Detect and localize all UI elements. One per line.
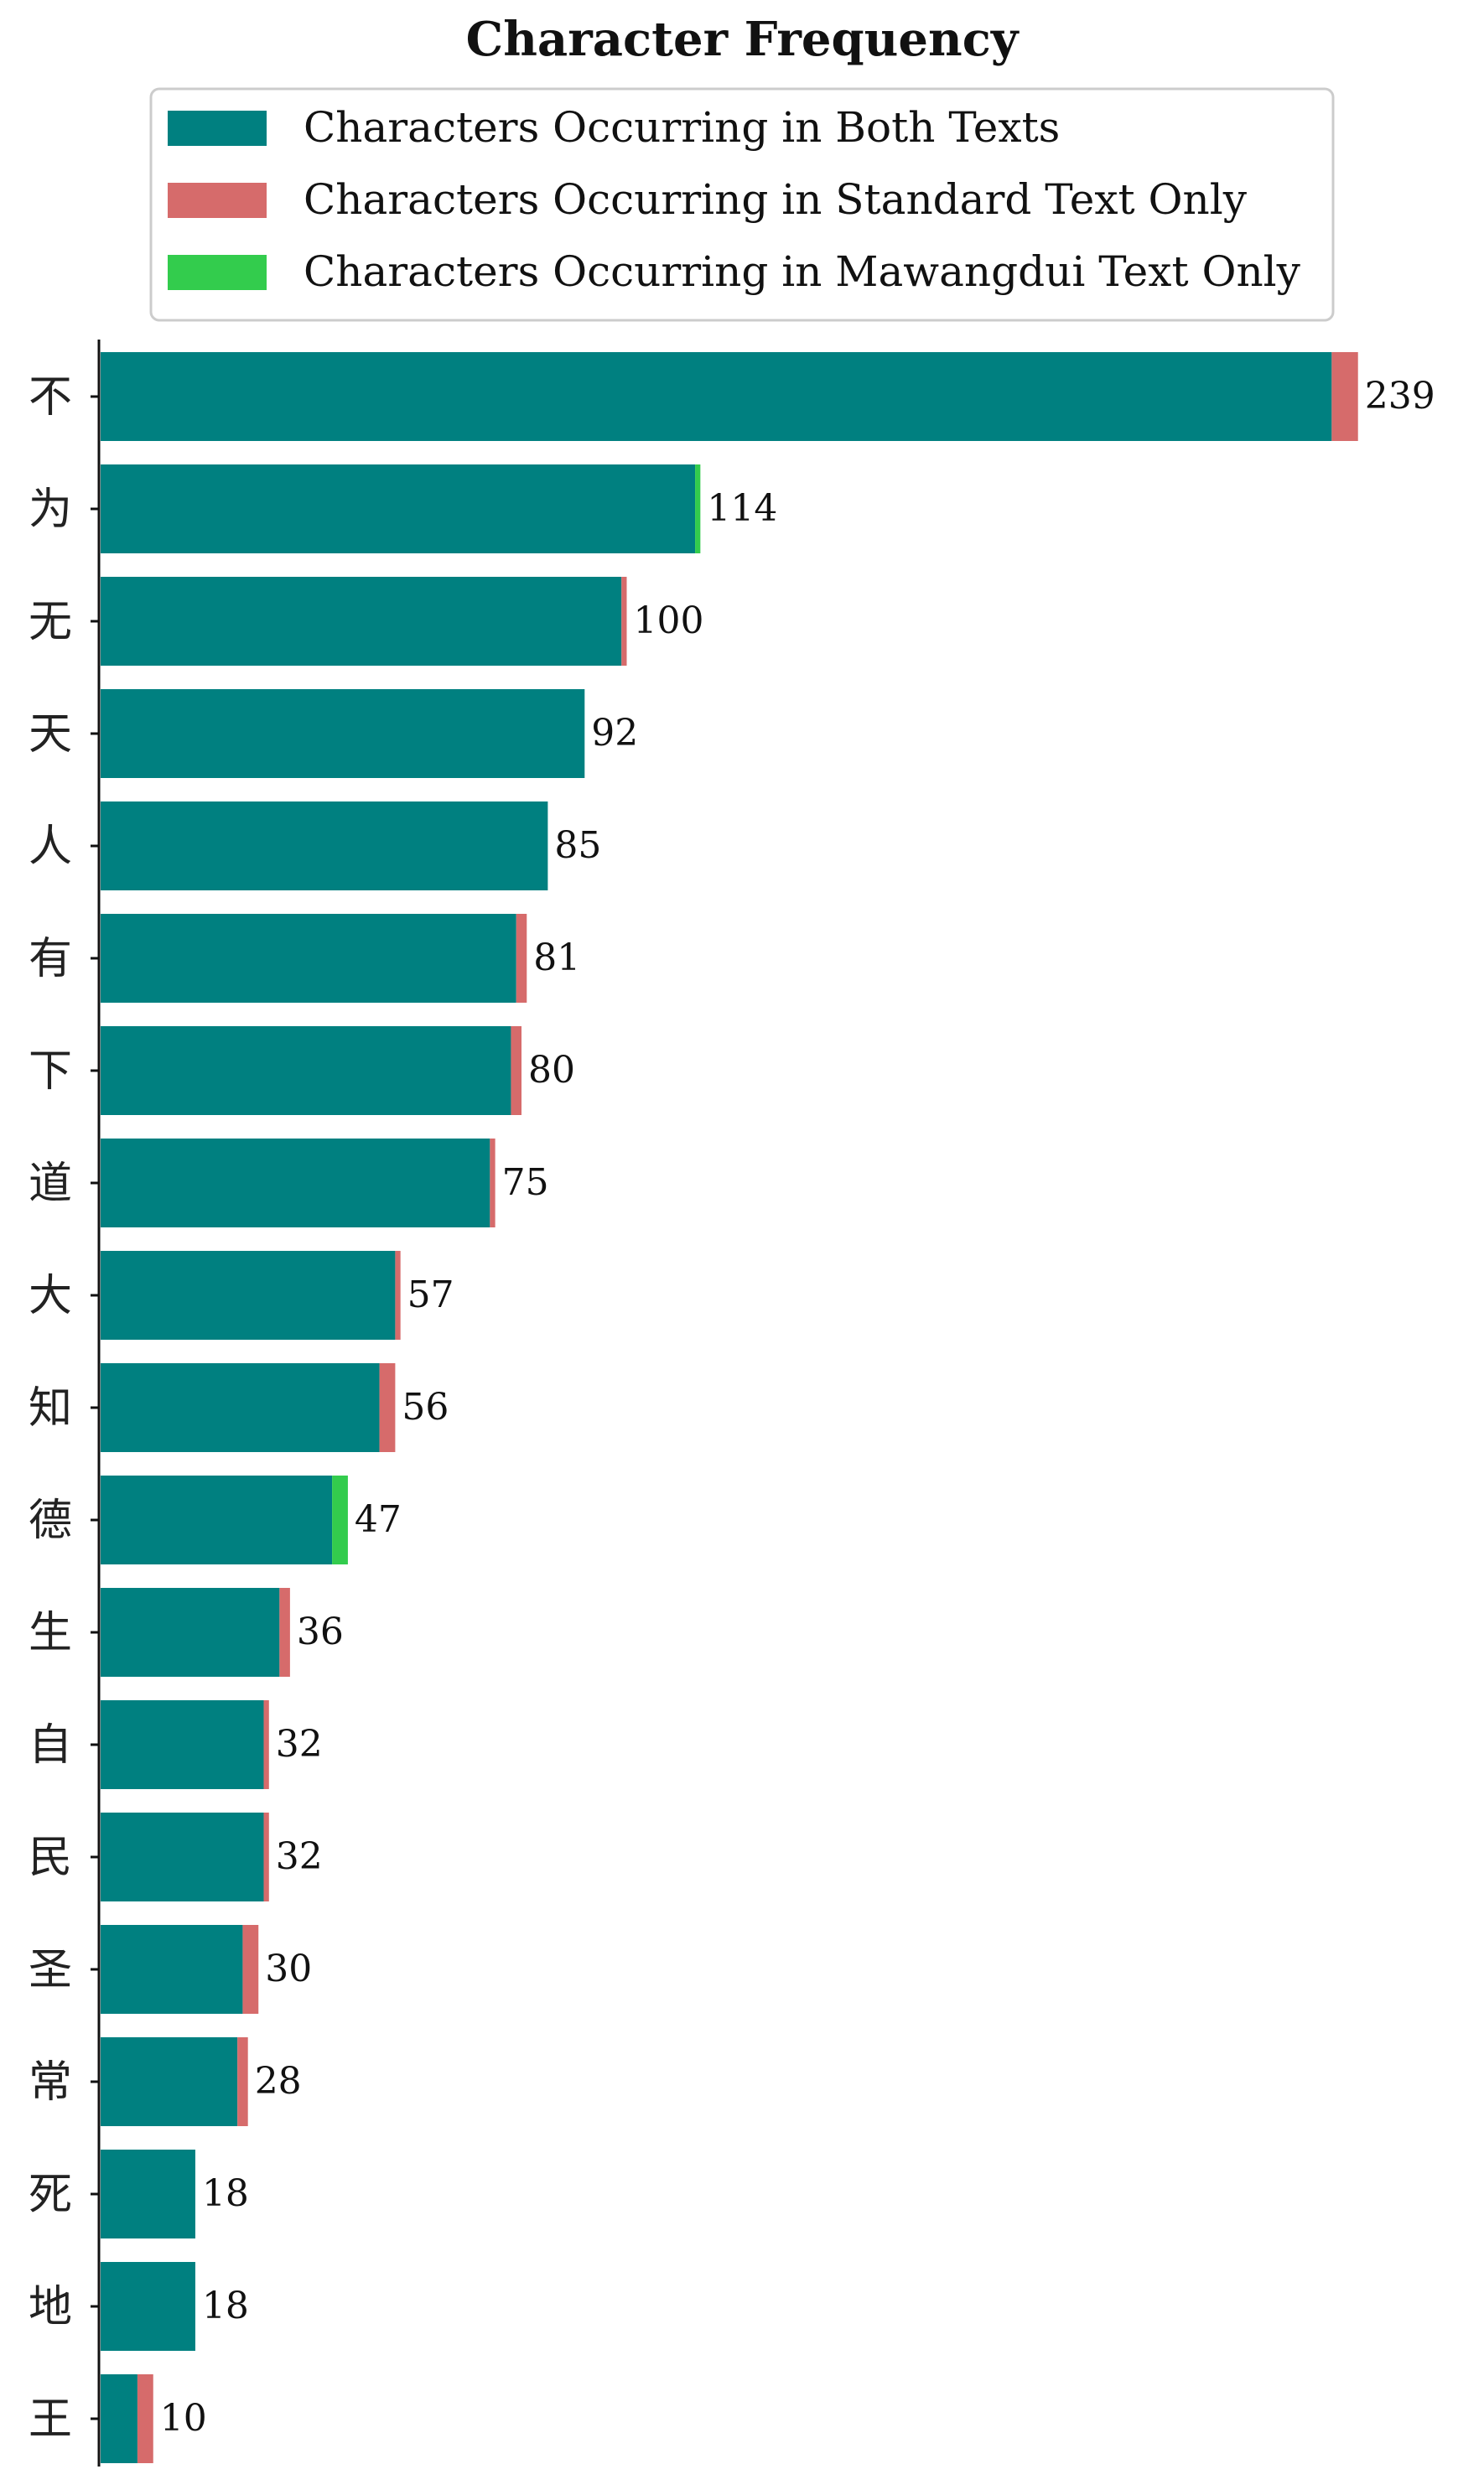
bar-segment-standard (490, 1139, 496, 1227)
category-label: 民 (29, 1833, 72, 1883)
bar-segment-standard (263, 1700, 269, 1789)
bar-segment-both (101, 1813, 264, 1901)
bar-segment-standard (516, 914, 527, 1003)
legend-label-mawangdui: Characters Occurring in Mawangdui Text O… (304, 247, 1301, 296)
category-label: 王 (29, 2394, 72, 2445)
bar-segment-both (101, 1026, 511, 1115)
category-label: 无 (29, 597, 72, 647)
value-label: 239 (1365, 375, 1435, 418)
bar-segment-both (101, 1139, 490, 1227)
category-label: 常 (29, 2057, 72, 2108)
chart-title: Character Frequency (466, 12, 1020, 67)
value-label: 18 (202, 2172, 249, 2215)
value-label: 56 (402, 1386, 449, 1429)
value-label: 32 (276, 1835, 323, 1878)
value-label: 85 (554, 824, 601, 867)
bar-segment-both (101, 352, 1332, 441)
category-label: 下 (29, 1046, 72, 1097)
legend-swatch-mawangdui (168, 255, 267, 290)
bar-segment-standard (137, 2374, 153, 2463)
value-label: 57 (407, 1274, 454, 1316)
category-label: 德 (29, 1496, 72, 1546)
bar-segment-standard (395, 1251, 401, 1340)
legend-label-standard: Characters Occurring in Standard Text On… (304, 175, 1248, 224)
category-label: 知 (29, 1383, 72, 1434)
bar-segment-both (101, 1588, 280, 1677)
bar-segment-both (101, 1925, 243, 2014)
category-label: 道 (29, 1159, 72, 1209)
bar-segment-standard (242, 1925, 259, 2014)
bar-segment-both (101, 2262, 195, 2351)
category-label: 有 (29, 934, 72, 984)
category-label: 为 (29, 485, 72, 535)
bar-segment-both (101, 914, 516, 1003)
bar-segment-both (101, 577, 622, 666)
category-label: 圣 (29, 1945, 72, 1995)
legend-label-both: Characters Occurring in Both Texts (304, 103, 1060, 152)
value-label: 92 (591, 712, 638, 755)
value-label: 32 (276, 1723, 323, 1766)
bar-segment-both (101, 2037, 238, 2126)
bar-segment-mawangdui (332, 1476, 348, 1564)
bar-segment-standard (379, 1363, 396, 1452)
legend: Characters Occurring in Both Texts Chara… (149, 87, 1335, 322)
value-label: 75 (502, 1161, 549, 1204)
value-label: 36 (297, 1611, 344, 1653)
bar-segment-both (101, 2150, 195, 2238)
bar-segment-both (101, 1700, 264, 1789)
value-label: 81 (533, 936, 580, 979)
value-label: 10 (160, 2397, 207, 2440)
category-label: 地 (29, 2282, 72, 2332)
bar-segment-both (101, 1251, 396, 1340)
category-label: 人 (29, 822, 72, 872)
value-label: 28 (255, 2060, 302, 2103)
category-label: 生 (29, 1608, 72, 1658)
bar-segment-standard (1331, 352, 1358, 441)
bar-segment-both (101, 801, 548, 890)
bar-segment-both (101, 2374, 138, 2463)
value-label: 30 (265, 1948, 312, 1990)
bar-segment-standard (237, 2037, 248, 2126)
category-label: 大 (29, 1271, 72, 1321)
value-label: 114 (707, 487, 777, 530)
category-label: 死 (29, 2170, 72, 2220)
category-label: 天 (29, 709, 72, 760)
bar-segment-mawangdui (695, 464, 701, 553)
value-label: 18 (202, 2285, 249, 2327)
bar-segment-standard (263, 1813, 269, 1901)
legend-swatch-standard (168, 183, 267, 218)
bar-segment-both (101, 1363, 380, 1452)
bar-segment-standard (511, 1026, 521, 1115)
category-label: 自 (29, 1720, 72, 1771)
bar-segment-standard (279, 1588, 290, 1677)
bar-segment-both (101, 689, 585, 778)
bar-segment-standard (621, 577, 627, 666)
bar-segment-both (101, 464, 696, 553)
bar-segment-both (101, 1476, 333, 1564)
legend-frame (149, 87, 1335, 322)
legend-swatch-both (168, 111, 267, 146)
value-label: 47 (355, 1498, 402, 1541)
category-label: 不 (29, 372, 72, 423)
plot-area: 不 239 为 114 无 100 天 92 人 85 有 81 下 80 道 75 大 57 知 56 德 47 生 36 自… (29, 340, 1435, 2467)
value-label: 80 (528, 1049, 575, 1092)
value-label: 100 (634, 599, 704, 642)
